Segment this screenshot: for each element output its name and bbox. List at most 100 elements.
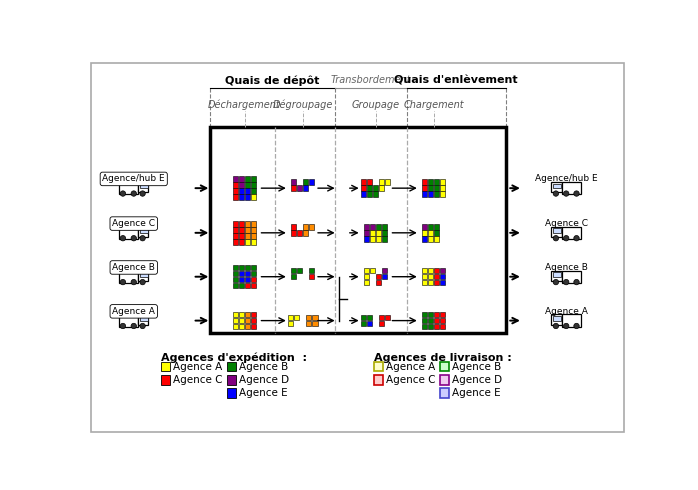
Bar xyxy=(364,268,369,273)
Bar xyxy=(434,179,440,185)
Bar xyxy=(440,280,445,285)
Bar xyxy=(251,265,256,270)
Bar xyxy=(239,227,244,233)
Bar xyxy=(306,321,311,326)
Bar xyxy=(140,272,148,277)
Bar xyxy=(366,179,372,185)
Bar xyxy=(428,186,433,191)
Circle shape xyxy=(563,279,569,285)
Bar xyxy=(440,318,445,323)
Bar xyxy=(379,186,385,191)
Bar xyxy=(251,195,256,200)
Bar xyxy=(309,274,315,279)
Bar xyxy=(440,389,450,397)
Text: Chargement: Chargement xyxy=(403,100,464,110)
Bar xyxy=(376,230,381,236)
Bar xyxy=(239,233,244,239)
Circle shape xyxy=(131,279,137,285)
Circle shape xyxy=(131,191,137,196)
Bar xyxy=(376,274,381,279)
Text: Groupage: Groupage xyxy=(352,100,400,110)
Bar xyxy=(373,186,378,191)
Bar xyxy=(239,277,244,282)
Bar xyxy=(251,283,256,289)
Bar xyxy=(361,179,366,185)
Bar xyxy=(245,277,251,282)
Bar xyxy=(422,274,427,279)
Bar xyxy=(551,227,562,237)
Bar xyxy=(312,315,318,320)
Bar xyxy=(422,186,427,191)
Bar xyxy=(239,239,244,245)
Text: Agence A: Agence A xyxy=(173,362,223,372)
Bar xyxy=(562,315,581,327)
Text: Agence A: Agence A xyxy=(544,307,588,316)
Text: Agence C: Agence C xyxy=(173,375,223,385)
Bar xyxy=(312,321,318,326)
Bar xyxy=(364,230,369,236)
Bar xyxy=(291,268,297,273)
Bar xyxy=(376,236,381,242)
Bar xyxy=(428,224,433,229)
Circle shape xyxy=(574,191,579,196)
Bar xyxy=(119,182,138,195)
Bar xyxy=(370,236,376,242)
Circle shape xyxy=(140,323,145,329)
Text: Agence C: Agence C xyxy=(112,219,155,228)
Circle shape xyxy=(120,279,126,285)
Bar xyxy=(251,227,256,233)
Bar xyxy=(233,324,238,329)
Bar xyxy=(233,239,238,245)
Bar xyxy=(245,195,251,200)
Bar xyxy=(245,271,251,276)
Text: Dégroupage: Dégroupage xyxy=(272,100,333,110)
Bar xyxy=(434,324,440,329)
Bar xyxy=(291,179,297,185)
Circle shape xyxy=(554,279,558,285)
Bar xyxy=(366,186,372,191)
Bar xyxy=(245,312,251,318)
Bar xyxy=(239,324,244,329)
Text: Agence/hub E: Agence/hub E xyxy=(103,174,165,183)
Bar xyxy=(428,179,433,185)
Bar xyxy=(428,280,433,285)
Bar xyxy=(422,236,427,242)
Circle shape xyxy=(563,191,569,196)
Bar xyxy=(245,176,251,182)
Text: Agence D: Agence D xyxy=(452,375,503,385)
Bar xyxy=(422,179,427,185)
Bar xyxy=(161,375,170,385)
Bar xyxy=(553,316,561,321)
Circle shape xyxy=(140,191,145,196)
Bar xyxy=(422,318,427,323)
Bar xyxy=(138,227,149,237)
Bar xyxy=(422,324,427,329)
Circle shape xyxy=(574,323,579,329)
Bar xyxy=(251,189,256,194)
Bar xyxy=(373,192,378,197)
Bar xyxy=(364,274,369,279)
Bar xyxy=(374,375,383,385)
Bar xyxy=(239,195,244,200)
Bar xyxy=(251,233,256,239)
Text: Agence B: Agence B xyxy=(239,362,288,372)
Bar xyxy=(428,312,433,318)
Bar xyxy=(309,224,315,229)
Bar xyxy=(119,227,138,239)
Text: Agence B: Agence B xyxy=(544,263,588,272)
Bar xyxy=(428,318,433,323)
Bar xyxy=(434,268,440,273)
Bar xyxy=(138,270,149,281)
Bar xyxy=(382,268,387,273)
Text: Agence D: Agence D xyxy=(239,375,289,385)
Bar xyxy=(370,224,376,229)
Bar xyxy=(361,315,366,320)
Bar xyxy=(440,324,445,329)
Bar xyxy=(233,312,238,318)
Bar xyxy=(297,230,302,236)
Text: Quais de dépôt: Quais de dépôt xyxy=(225,75,320,86)
Bar xyxy=(233,182,238,188)
Text: Agence A: Agence A xyxy=(112,307,155,316)
Bar xyxy=(428,236,433,242)
Circle shape xyxy=(554,323,558,329)
